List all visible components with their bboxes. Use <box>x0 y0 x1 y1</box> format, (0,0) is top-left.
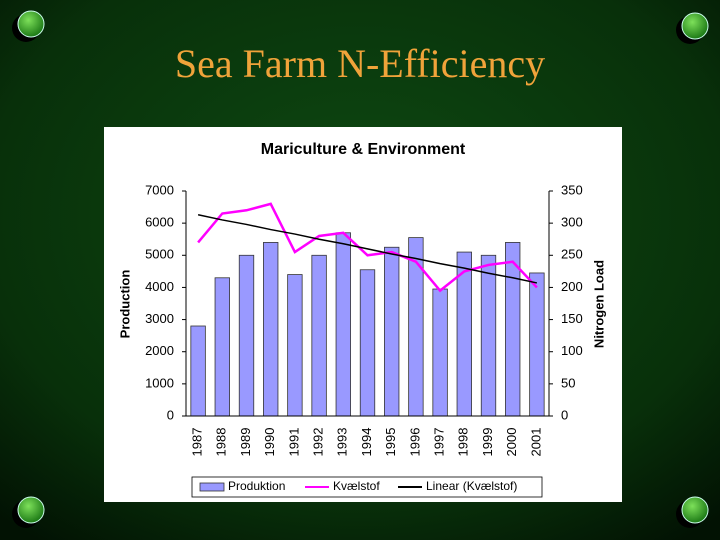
x-tick-label: 1992 <box>311 428 326 457</box>
bar <box>263 242 279 417</box>
x-tick-label: 2000 <box>504 428 519 457</box>
x-tick-label: 1990 <box>262 428 277 457</box>
y-axis-title: Production <box>117 270 132 339</box>
legend: Produktion Kvælstof Linear (Kvælstof) <box>191 476 543 498</box>
plot: 0 1000 2000 3000 4000 5000 6000 7000 0 50 100 150 20… <box>145 182 583 498</box>
y-tick-label: 4000 <box>145 279 174 294</box>
x-tick-label: 1995 <box>383 428 398 457</box>
line <box>197 214 538 284</box>
y-tick-label: 1000 <box>145 375 174 390</box>
bar <box>214 277 230 417</box>
y2-tick-label: 200 <box>561 279 583 294</box>
x-tick-label: 1993 <box>335 428 350 457</box>
y2-tick-label: 100 <box>561 343 583 358</box>
corner-icon <box>681 496 709 524</box>
y-tick-label: 0 <box>167 407 174 422</box>
legend-box <box>191 476 543 498</box>
y2-tick-label: 50 <box>561 375 575 390</box>
x-tick-label: 1999 <box>480 428 495 457</box>
y-tick-label: 2000 <box>145 343 174 358</box>
x-tick-label: 1994 <box>359 428 374 457</box>
chart-title: Mariculture & Environment <box>261 141 466 158</box>
y2-tick-label: 350 <box>561 182 583 197</box>
bar <box>335 232 351 417</box>
bar <box>408 237 424 417</box>
y2-axis-title: Nitrogen Load <box>591 260 606 348</box>
y-tick-label: 5000 <box>145 247 174 262</box>
bar <box>480 254 497 417</box>
y2-tick-label: 0 <box>561 407 568 422</box>
line <box>197 202 538 293</box>
x-tick-label: 1997 <box>432 428 447 457</box>
legend-label: Kvælstof <box>333 479 380 493</box>
x-tick-label: 1988 <box>214 428 229 457</box>
corner-icon <box>17 10 45 38</box>
x-tick-label: 1989 <box>238 428 253 457</box>
bar <box>384 246 400 417</box>
bar <box>359 269 376 417</box>
x-tick-label: 1996 <box>407 428 422 457</box>
x-tick-label: 1987 <box>190 428 205 457</box>
corner-icon <box>17 496 45 524</box>
bar <box>311 254 327 417</box>
y-tick-label: 7000 <box>145 182 174 197</box>
y2-tick-label: 250 <box>561 247 583 262</box>
legend-swatch <box>199 482 225 492</box>
bar <box>529 272 545 417</box>
legend-label: Produktion <box>228 479 285 493</box>
slide-title: Sea Farm N-Efficiency <box>175 41 545 86</box>
y2-tick-label: 150 <box>561 311 583 326</box>
y-tick-label: 6000 <box>145 215 174 230</box>
bar <box>190 325 206 417</box>
corner-icon <box>681 12 709 40</box>
bar <box>287 274 303 417</box>
bar <box>238 254 255 417</box>
y-tick-label: 3000 <box>145 311 174 326</box>
bar <box>432 288 448 417</box>
x-tick-label: 2001 <box>528 428 543 457</box>
y2-tick-label: 300 <box>561 215 583 230</box>
x-tick-label: 1991 <box>286 428 301 457</box>
x-tick-label: 1998 <box>456 428 471 457</box>
legend-label: Linear (Kvælstof) <box>426 479 517 493</box>
corner-icons <box>12 10 709 528</box>
